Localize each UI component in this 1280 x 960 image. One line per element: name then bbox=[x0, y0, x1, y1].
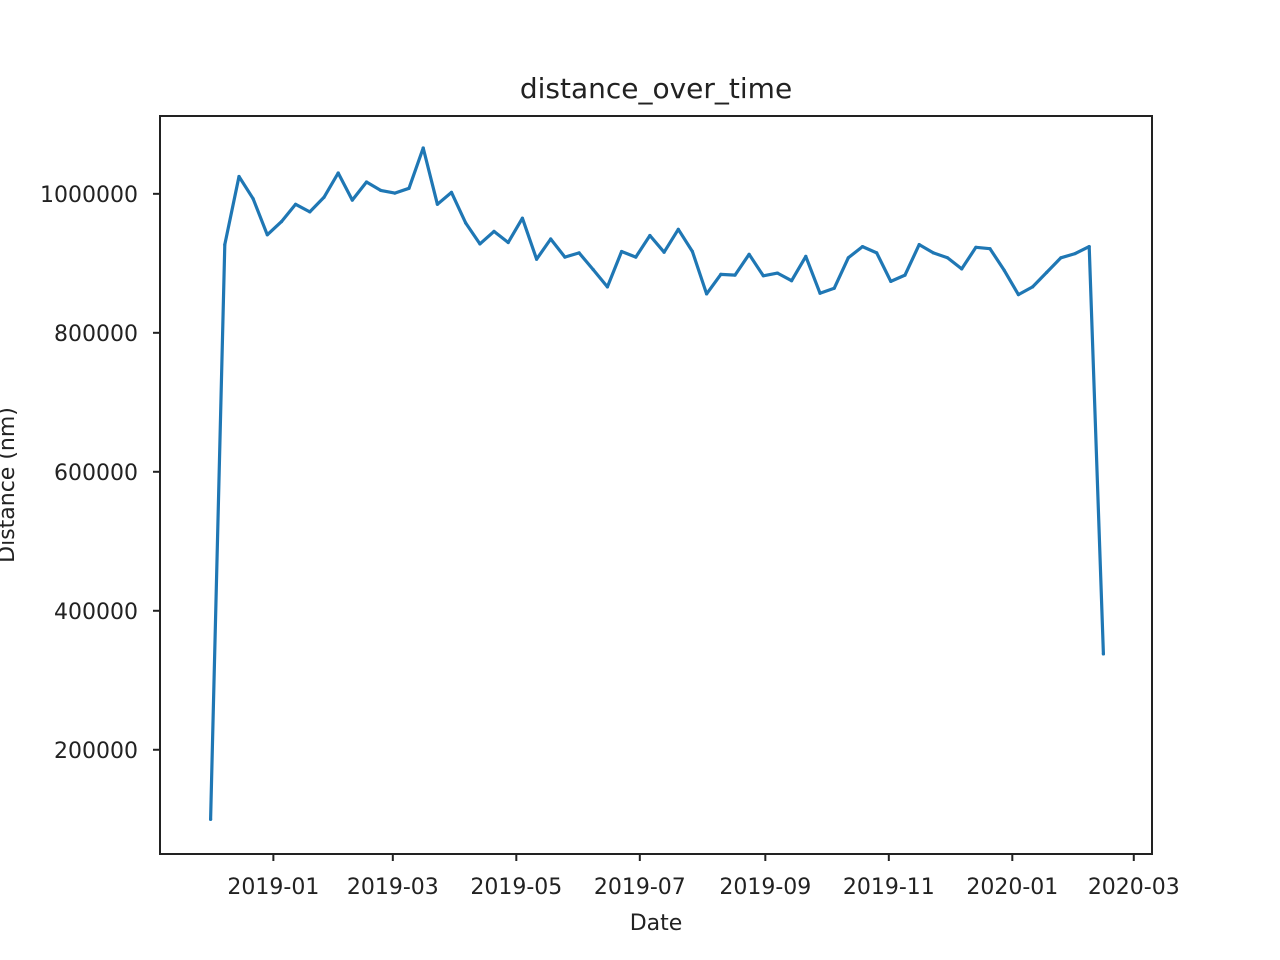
data-point bbox=[1045, 270, 1049, 274]
x-tick-label: 2019-11 bbox=[843, 875, 935, 900]
data-point bbox=[364, 180, 369, 184]
x-tick-label: 2019-07 bbox=[594, 875, 686, 900]
x-axis: 2019-01 2019-03 2019-05 2019-07 2019-09 2019-… bbox=[227, 854, 1180, 900]
data-point bbox=[506, 240, 510, 245]
data-point bbox=[492, 229, 496, 233]
data-point bbox=[464, 221, 468, 225]
data-point bbox=[478, 242, 482, 246]
data-point bbox=[1016, 293, 1021, 297]
data-point bbox=[945, 256, 950, 260]
data-point bbox=[1087, 245, 1091, 249]
data-point bbox=[860, 245, 865, 249]
data-point bbox=[237, 174, 241, 179]
data-point bbox=[1031, 285, 1035, 289]
data-point bbox=[520, 216, 525, 220]
x-tick-label: 2020-01 bbox=[966, 875, 1058, 900]
data-point bbox=[223, 243, 227, 247]
data-point bbox=[804, 254, 808, 258]
y-tick-label: 1000000 bbox=[40, 183, 138, 208]
data-point bbox=[648, 233, 652, 238]
series-line-0 bbox=[209, 146, 1106, 821]
data-point bbox=[407, 186, 411, 190]
data-point bbox=[988, 247, 992, 251]
data-point bbox=[974, 245, 978, 249]
data-point bbox=[549, 237, 553, 241]
data-point bbox=[1059, 256, 1063, 260]
data-point bbox=[690, 249, 695, 254]
data-point bbox=[577, 251, 581, 255]
y-tick-label: 800000 bbox=[54, 322, 138, 347]
series-layer bbox=[209, 146, 1106, 821]
data-point bbox=[775, 271, 780, 275]
data-point bbox=[393, 191, 397, 195]
data-point bbox=[818, 291, 822, 295]
data-point bbox=[903, 273, 907, 277]
x-axis-label: Date bbox=[630, 911, 683, 936]
data-point bbox=[875, 251, 879, 255]
data-point bbox=[1002, 268, 1006, 272]
data-point bbox=[634, 255, 638, 259]
plot-area-frame bbox=[159, 115, 1153, 855]
data-point bbox=[889, 279, 893, 283]
data-point bbox=[563, 255, 567, 259]
data-point bbox=[308, 210, 312, 214]
data-point bbox=[733, 273, 737, 277]
data-point bbox=[1073, 252, 1077, 256]
x-tick-label: 2019-09 bbox=[719, 875, 811, 900]
data-point bbox=[535, 257, 539, 261]
y-tick-label: 200000 bbox=[54, 739, 138, 764]
data-point bbox=[620, 249, 624, 254]
data-point bbox=[605, 285, 610, 289]
data-point bbox=[931, 251, 936, 255]
data-point bbox=[379, 188, 383, 192]
y-tick-label: 400000 bbox=[54, 600, 138, 625]
data-point bbox=[449, 190, 454, 194]
x-tick-label: 2019-01 bbox=[227, 875, 319, 900]
data-point bbox=[662, 250, 666, 254]
data-point bbox=[294, 202, 298, 206]
data-point bbox=[676, 227, 680, 231]
data-point bbox=[251, 197, 255, 201]
data-point bbox=[209, 817, 213, 821]
data-point bbox=[1101, 652, 1105, 656]
data-point bbox=[960, 267, 964, 271]
data-point bbox=[790, 279, 794, 283]
chart-title: distance_over_time bbox=[520, 72, 792, 105]
data-point bbox=[336, 171, 340, 175]
x-tick-label: 2019-03 bbox=[347, 875, 439, 900]
data-point bbox=[846, 256, 850, 260]
data-point bbox=[350, 198, 354, 202]
data-point bbox=[832, 286, 836, 290]
y-axis-label: Distance (nm) bbox=[0, 407, 20, 563]
data-point bbox=[705, 292, 709, 296]
y-axis: 200000 400000 600000 800000 1000000 bbox=[40, 183, 160, 764]
data-point bbox=[421, 146, 425, 150]
data-point bbox=[265, 233, 269, 237]
data-point bbox=[747, 252, 751, 256]
data-point bbox=[719, 272, 723, 276]
data-point bbox=[322, 195, 326, 199]
data-point bbox=[761, 274, 765, 278]
data-point bbox=[279, 220, 284, 224]
data-point bbox=[917, 243, 921, 247]
x-tick-label: 2019-05 bbox=[470, 875, 562, 900]
x-tick-label: 2020-03 bbox=[1088, 875, 1180, 900]
y-tick-label: 600000 bbox=[54, 461, 138, 486]
data-point bbox=[591, 268, 595, 272]
data-point bbox=[435, 202, 439, 206]
